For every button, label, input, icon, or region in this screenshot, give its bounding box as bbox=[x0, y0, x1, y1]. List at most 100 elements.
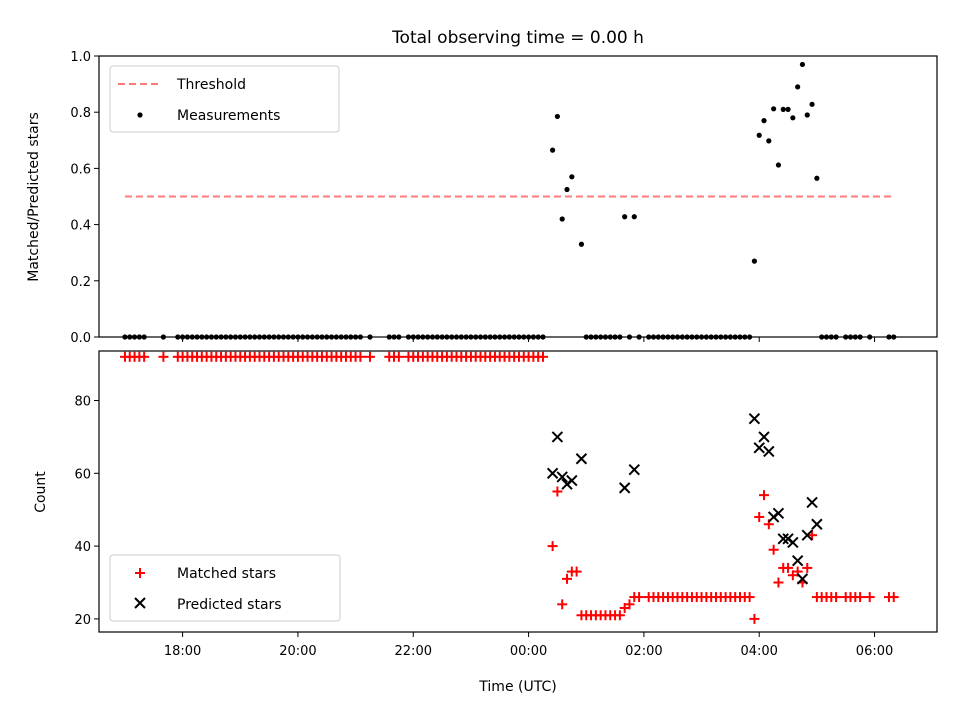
bottom-y-tick-label: 80 bbox=[74, 395, 91, 410]
measurements-legend-marker bbox=[137, 112, 143, 118]
predicted-stars-legend-label: Predicted stars bbox=[177, 597, 282, 613]
threshold-legend-label: Threshold bbox=[176, 77, 246, 93]
chart-title: Total observing time = 0.00 h bbox=[391, 28, 644, 48]
matched-star-point bbox=[773, 577, 784, 588]
bottom-y-tick-label: 60 bbox=[74, 467, 91, 482]
matched-star-point bbox=[393, 351, 404, 362]
bottom-y-ticks: 20 40 60 80 bbox=[74, 395, 99, 628]
predicted-star-point bbox=[806, 496, 818, 509]
matched-star-point bbox=[744, 592, 755, 603]
predicted-star-point bbox=[551, 431, 564, 443]
top-y-tick-label: 0.4 bbox=[70, 219, 91, 234]
predicted-star-point bbox=[811, 518, 823, 530]
predicted-star-point bbox=[763, 445, 775, 458]
measurement-point bbox=[554, 113, 561, 120]
measurement-point bbox=[569, 174, 575, 180]
predicted-star-point bbox=[628, 463, 640, 476]
top-y-tick-label: 0.8 bbox=[70, 106, 91, 121]
x-tick-label: 04:00 bbox=[740, 644, 777, 659]
bottom-y-axis-label: Count bbox=[33, 471, 49, 513]
predicted-star-point bbox=[546, 467, 559, 480]
predicted-stars-legend-marker bbox=[134, 597, 146, 609]
bottom-x-ticks: 18:00 20:00 22:00 00:00 02:00 04:00 06:00 bbox=[164, 632, 893, 659]
bottom-points bbox=[119, 351, 899, 624]
predicted-star-point bbox=[787, 536, 799, 549]
matched-star-point bbox=[768, 544, 779, 555]
predicted-star-point bbox=[575, 453, 588, 465]
bottom-legend-box bbox=[109, 554, 341, 622]
matched-star-point bbox=[759, 490, 770, 501]
matched-star-point bbox=[807, 530, 818, 541]
measurement-point bbox=[804, 112, 810, 118]
measurement-point bbox=[631, 214, 637, 220]
predicted-star-point bbox=[772, 507, 785, 520]
matched-star-point bbox=[562, 573, 573, 584]
measurement-point bbox=[795, 84, 801, 90]
top-y-axis-label: Matched/Predicted stars bbox=[26, 112, 42, 282]
matched-star-point bbox=[624, 599, 635, 610]
top-y-tick-label: 1.0 bbox=[70, 50, 91, 65]
top-y-tick-label: 0.2 bbox=[70, 275, 91, 290]
measurement-point bbox=[756, 132, 762, 138]
bottom-y-tick-label: 20 bbox=[74, 613, 91, 628]
measurement-point bbox=[809, 101, 815, 107]
x-tick-label: 20:00 bbox=[279, 644, 316, 659]
bottom-legend: Matched stars Predicted stars bbox=[109, 554, 341, 622]
measurement-point bbox=[799, 61, 806, 68]
matched-star-point bbox=[614, 610, 625, 621]
predicted-star-point bbox=[801, 529, 813, 541]
measurements-legend-label: Measurements bbox=[177, 108, 280, 124]
predicted-star-point bbox=[777, 533, 789, 545]
matched-stars-legend-marker bbox=[135, 568, 145, 578]
matched-star-point bbox=[888, 592, 899, 603]
matched-star-point bbox=[634, 592, 645, 603]
matched-star-point bbox=[754, 511, 765, 522]
matched-star-point bbox=[749, 613, 760, 624]
measurement-point bbox=[564, 186, 570, 193]
measurement-point bbox=[814, 175, 820, 181]
measurement-point bbox=[780, 106, 786, 112]
x-tick-label: 00:00 bbox=[510, 644, 547, 659]
top-y-ticks: 0.0 0.2 0.4 0.6 0.8 1.0 bbox=[70, 50, 99, 346]
top-x-ticks bbox=[182, 337, 876, 342]
predicted-star-point bbox=[753, 442, 765, 454]
measurement-point bbox=[766, 138, 772, 144]
measurement-point bbox=[751, 258, 758, 264]
matched-star-point bbox=[355, 351, 366, 362]
top-legend: Threshold Measurements bbox=[109, 65, 340, 133]
top-y-tick-label: 0.6 bbox=[70, 162, 91, 177]
matched-star-point bbox=[158, 351, 169, 362]
matched-star-point bbox=[552, 486, 563, 497]
top-y-tick-label: 0.0 bbox=[70, 331, 91, 346]
matched-star-point bbox=[571, 566, 582, 577]
x-tick-label: 18:00 bbox=[164, 644, 201, 659]
predicted-star-point bbox=[556, 471, 568, 483]
measurement-point bbox=[622, 214, 628, 220]
bottom-y-tick-label: 40 bbox=[74, 540, 91, 555]
x-tick-label: 02:00 bbox=[625, 644, 662, 659]
predicted-star-point bbox=[791, 554, 804, 567]
measurement-point bbox=[549, 147, 556, 153]
top-legend-box bbox=[109, 65, 340, 133]
matched-star-point bbox=[547, 541, 558, 552]
measurement-point bbox=[771, 106, 777, 112]
measurement-point bbox=[785, 106, 791, 112]
bottom-axes-frame bbox=[98, 350, 938, 633]
bottom-panel: 20 40 60 80 18:00 20:00 22:00 00:00 02:00 04:00 0… bbox=[33, 350, 938, 695]
matched-star-point bbox=[557, 599, 568, 610]
matched-star-point bbox=[802, 562, 813, 573]
x-axis-label: Time (UTC) bbox=[478, 679, 556, 695]
matched-star-point bbox=[783, 562, 794, 573]
predicted-star-point bbox=[758, 431, 770, 443]
matched-stars-legend-label: Matched stars bbox=[177, 566, 276, 582]
measurement-point bbox=[578, 241, 585, 247]
top-panel: 0.0 0.2 0.4 0.6 0.8 1.0 Matched/Predicted sta… bbox=[26, 50, 938, 346]
x-tick-label: 06:00 bbox=[856, 644, 893, 659]
predicted-star-point bbox=[618, 482, 631, 494]
matched-star-point bbox=[831, 592, 842, 603]
matched-star-point bbox=[855, 592, 866, 603]
matched-star-point bbox=[365, 351, 376, 362]
measurement-point bbox=[775, 162, 782, 168]
measurement-point bbox=[761, 118, 767, 124]
